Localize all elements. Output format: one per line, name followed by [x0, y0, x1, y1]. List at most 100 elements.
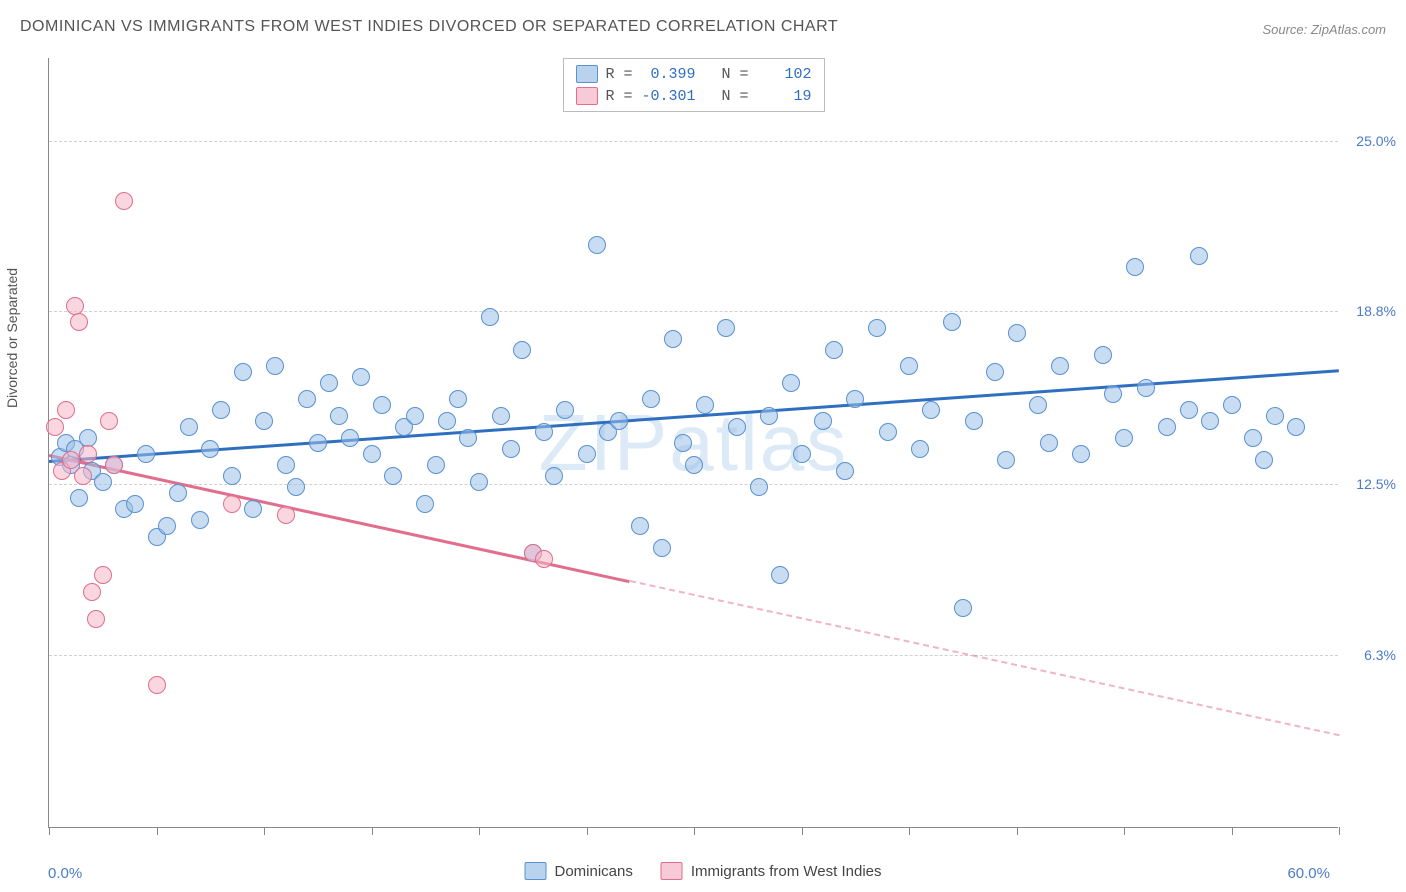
data-point — [234, 363, 252, 381]
data-point — [126, 495, 144, 513]
data-point — [965, 412, 983, 430]
data-point — [277, 506, 295, 524]
x-tick — [694, 827, 695, 835]
data-point — [1126, 258, 1144, 276]
x-axis-min-label: 0.0% — [48, 865, 82, 882]
data-point — [1255, 451, 1273, 469]
data-point — [287, 478, 305, 496]
y-tick-label: 6.3% — [1346, 647, 1396, 663]
data-point — [653, 539, 671, 557]
x-axis-max-label: 60.0% — [1287, 865, 1330, 882]
data-point — [1190, 247, 1208, 265]
data-point — [341, 429, 359, 447]
data-point — [1008, 324, 1026, 342]
stat-r-label: R = — [605, 66, 632, 83]
data-point — [728, 418, 746, 436]
data-point — [427, 456, 445, 474]
data-point — [309, 434, 327, 452]
data-point — [1029, 396, 1047, 414]
data-point — [255, 412, 273, 430]
data-point — [943, 313, 961, 331]
data-point — [201, 440, 219, 458]
data-point — [535, 423, 553, 441]
stat-n-pink: 19 — [757, 88, 812, 105]
data-point — [954, 599, 972, 617]
x-tick — [479, 827, 480, 835]
swatch-blue-icon — [525, 862, 547, 880]
data-point — [771, 566, 789, 584]
data-point — [1115, 429, 1133, 447]
data-point — [492, 407, 510, 425]
stats-row-blue: R = 0.399 N = 102 — [575, 63, 811, 85]
gridline — [49, 141, 1338, 142]
x-tick — [1339, 827, 1340, 835]
data-point — [384, 467, 402, 485]
data-point — [997, 451, 1015, 469]
watermark: ZIPatlas — [539, 397, 848, 489]
data-point — [62, 451, 80, 469]
data-point — [223, 467, 241, 485]
data-point — [148, 676, 166, 694]
x-tick — [157, 827, 158, 835]
data-point — [87, 610, 105, 628]
data-point — [74, 467, 92, 485]
stats-row-pink: R = -0.301 N = 19 — [575, 85, 811, 107]
data-point — [459, 429, 477, 447]
data-point — [79, 429, 97, 447]
data-point — [373, 396, 391, 414]
gridline — [49, 311, 1338, 312]
data-point — [717, 319, 735, 337]
data-point — [46, 418, 64, 436]
legend-label: Dominicans — [555, 863, 633, 880]
data-point — [320, 374, 338, 392]
data-point — [1094, 346, 1112, 364]
stat-n-blue: 102 — [757, 66, 812, 83]
trend-line — [629, 580, 1339, 736]
x-tick — [264, 827, 265, 835]
swatch-pink-icon — [661, 862, 683, 880]
data-point — [277, 456, 295, 474]
data-point — [502, 440, 520, 458]
data-point — [1072, 445, 1090, 463]
legend-label: Immigrants from West Indies — [691, 863, 882, 880]
y-tick-label: 18.8% — [1346, 303, 1396, 319]
data-point — [169, 484, 187, 502]
data-point — [330, 407, 348, 425]
x-tick — [49, 827, 50, 835]
data-point — [814, 412, 832, 430]
y-axis-label: Divorced or Separated — [4, 268, 20, 408]
plot-area: ZIPatlas R = 0.399 N = 102 R = -0.301 N … — [48, 58, 1338, 828]
gridline — [49, 484, 1338, 485]
data-point — [481, 308, 499, 326]
data-point — [105, 456, 123, 474]
data-point — [416, 495, 434, 513]
data-point — [406, 407, 424, 425]
data-point — [1287, 418, 1305, 436]
data-point — [782, 374, 800, 392]
data-point — [1040, 434, 1058, 452]
gridline — [49, 655, 1338, 656]
x-tick — [587, 827, 588, 835]
data-point — [70, 489, 88, 507]
data-point — [631, 517, 649, 535]
data-point — [94, 566, 112, 584]
data-point — [793, 445, 811, 463]
data-point — [1104, 385, 1122, 403]
data-point — [1158, 418, 1176, 436]
stat-r-blue: 0.399 — [641, 66, 696, 83]
data-point — [1180, 401, 1198, 419]
data-point — [696, 396, 714, 414]
x-tick — [1017, 827, 1018, 835]
data-point — [352, 368, 370, 386]
data-point — [513, 341, 531, 359]
data-point — [642, 390, 660, 408]
data-point — [986, 363, 1004, 381]
data-point — [363, 445, 381, 463]
swatch-pink-icon — [575, 87, 597, 105]
stat-n-label: N = — [704, 66, 749, 83]
data-point — [545, 467, 563, 485]
data-point — [825, 341, 843, 359]
stat-r-label: R = — [605, 88, 632, 105]
chart-title: DOMINICAN VS IMMIGRANTS FROM WEST INDIES… — [20, 18, 838, 36]
y-tick-label: 25.0% — [1346, 133, 1396, 149]
